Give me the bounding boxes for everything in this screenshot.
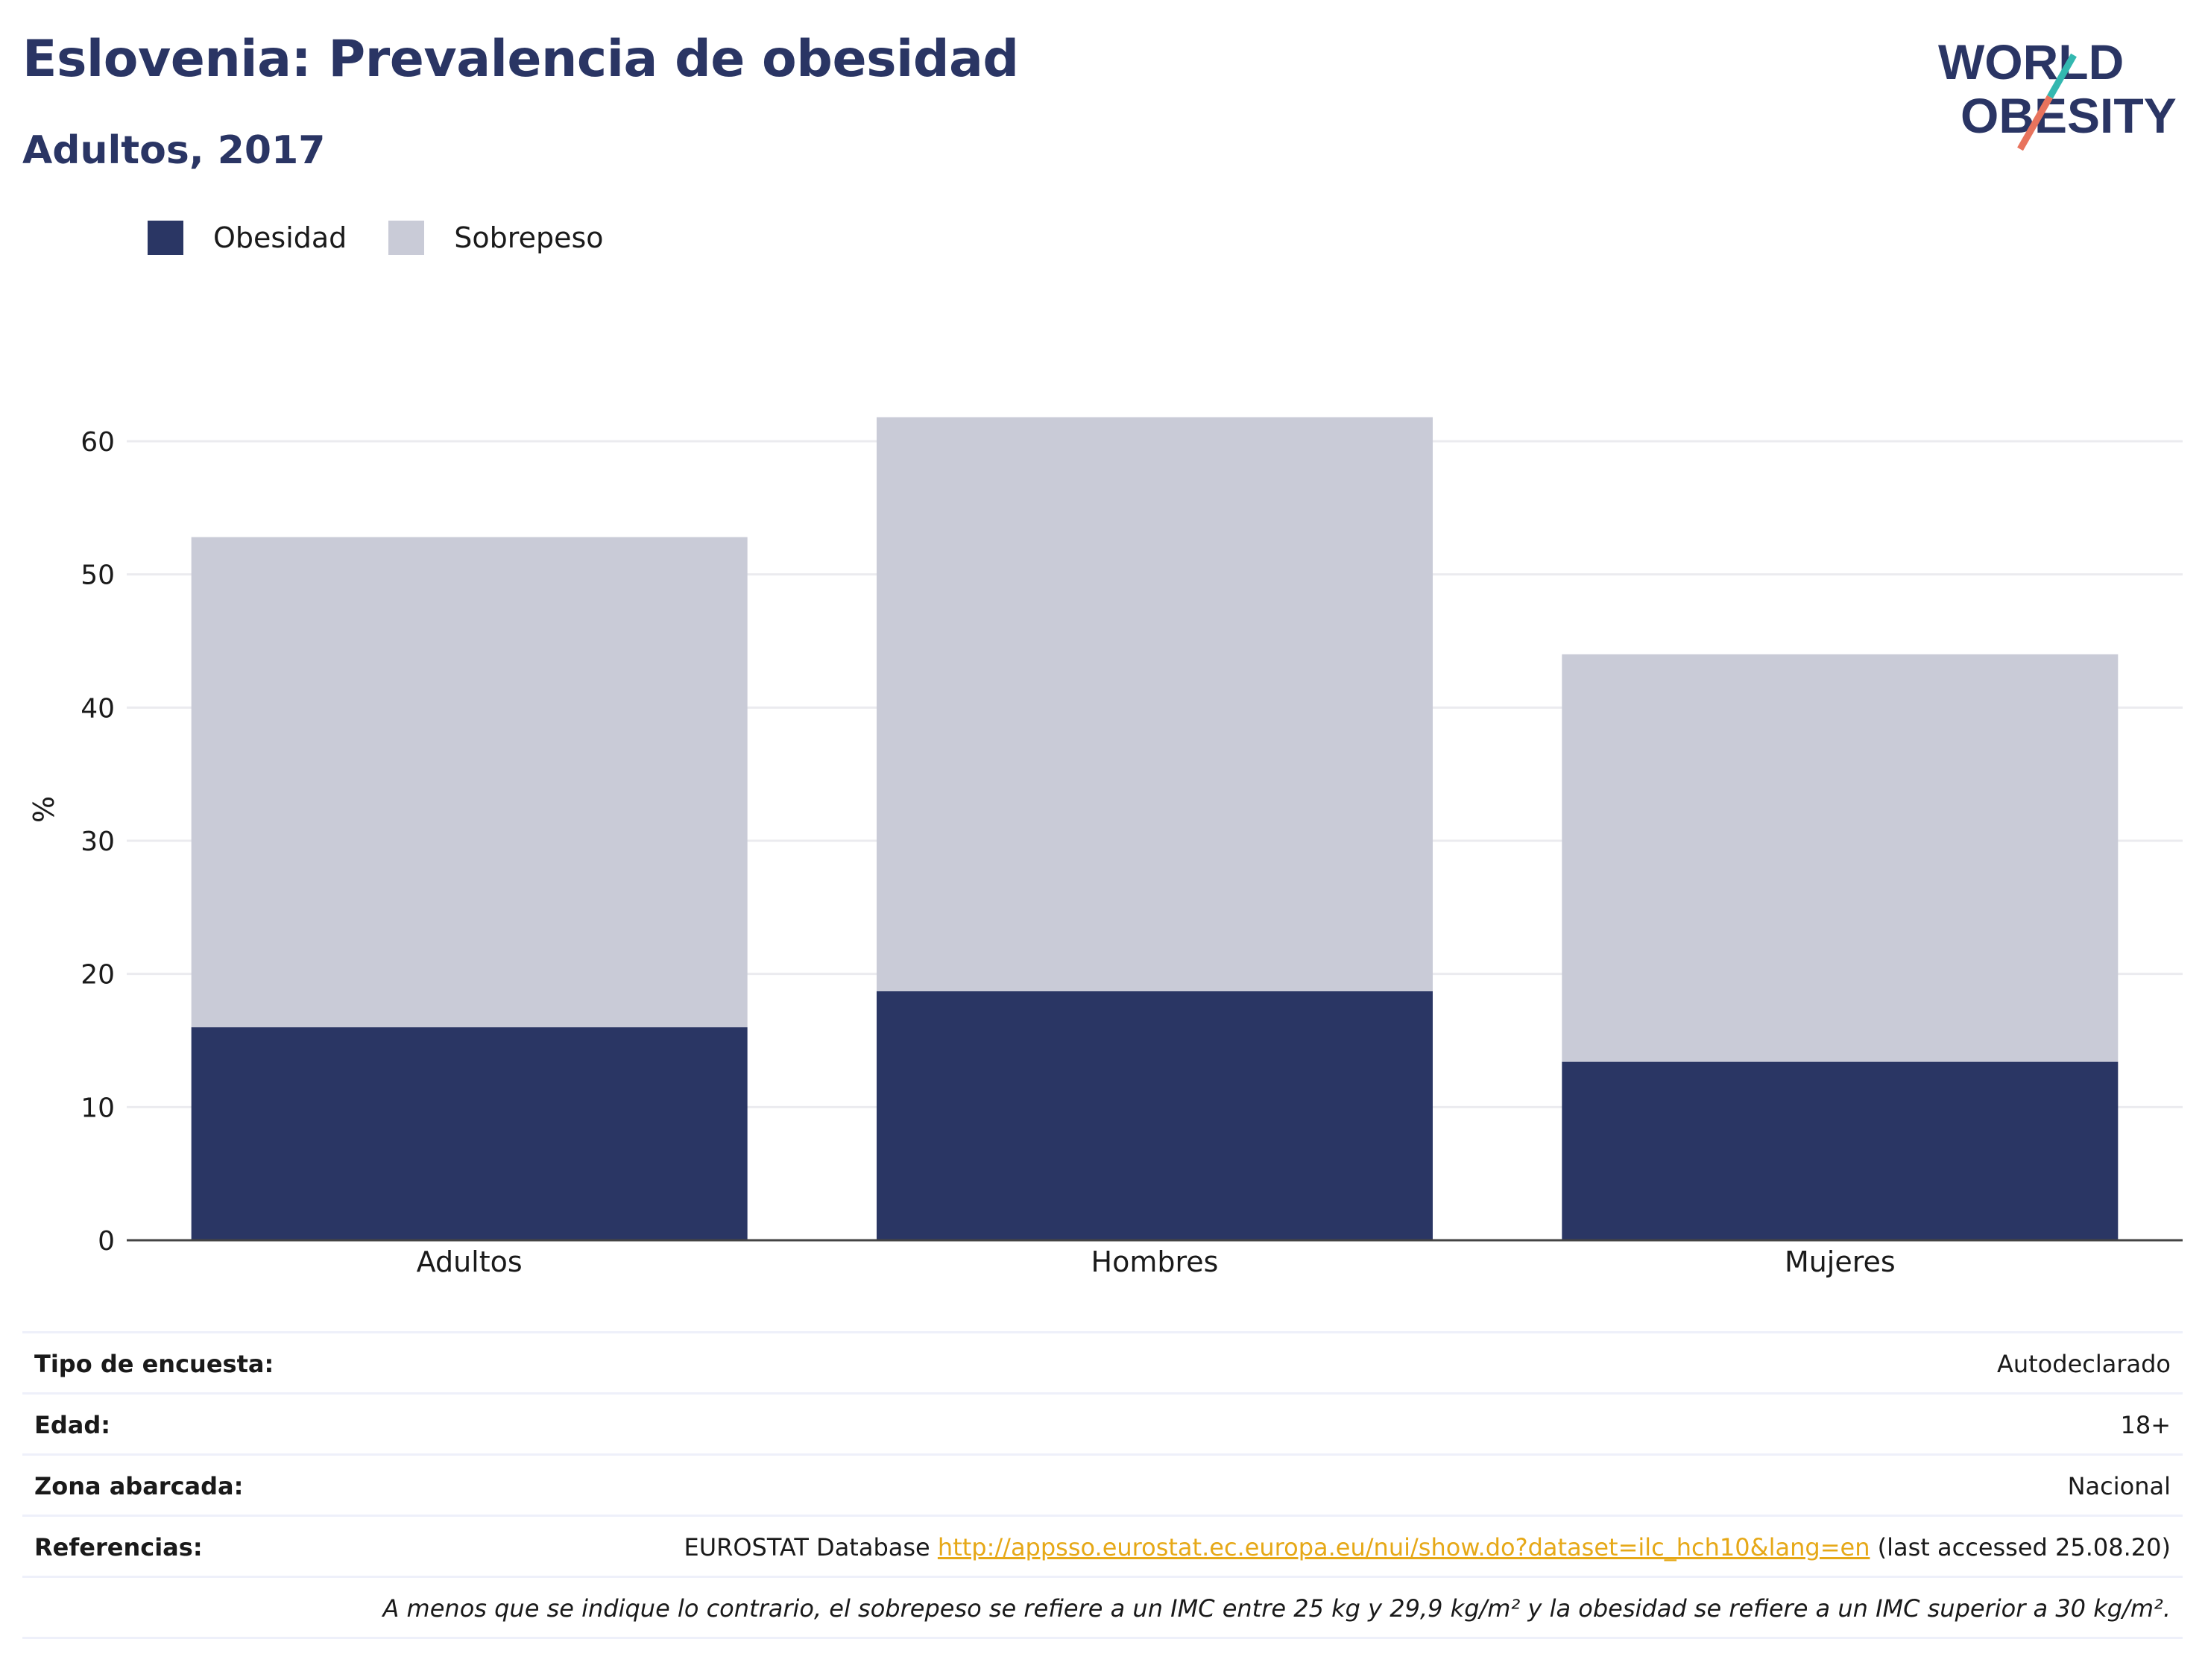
references-label: Referencias:: [34, 1533, 203, 1561]
info-table: Tipo de encuesta: Autodeclarado Edad: 18…: [22, 1331, 2183, 1639]
info-row-survey: Tipo de encuesta: Autodeclarado: [22, 1333, 2183, 1395]
page-subtitle: Adultos, 2017: [22, 128, 326, 173]
info-row-note: A menos que se indique lo contrario, el …: [22, 1578, 2183, 1639]
age-label: Edad:: [34, 1411, 111, 1439]
page-title: Eslovenia: Prevalencia de obesidad: [22, 30, 1019, 89]
references-prefix: EUROSTAT Database: [684, 1533, 930, 1561]
definition-note: A menos que se indique lo contrario, el …: [382, 1594, 2171, 1623]
bar-obesidad-mujeres: [1562, 1061, 2119, 1240]
y-axis-label: %: [28, 796, 60, 823]
bar-obesidad-hombres: [877, 991, 1433, 1240]
info-row-age: Edad: 18+: [22, 1395, 2183, 1456]
y-tick-label: 0: [98, 1226, 115, 1257]
age-value: 18+: [2120, 1411, 2171, 1439]
legend-label-obesidad: Obesidad: [213, 221, 347, 254]
area-label: Zona abarcada:: [34, 1472, 244, 1500]
info-row-area: Zona abarcada: Nacional: [22, 1456, 2183, 1517]
area-value: Nacional: [2067, 1472, 2171, 1500]
y-tick-label: 20: [81, 960, 115, 991]
svg-text:WORLD: WORLD: [1938, 34, 2124, 89]
y-tick-label: 10: [81, 1093, 115, 1123]
y-tick-label: 60: [81, 427, 115, 458]
world-obesity-logo: WORLD OBESITY: [1938, 34, 2177, 151]
legend-swatch-obesidad: [148, 221, 183, 255]
bar-obesidad-adultos: [191, 1027, 748, 1240]
x-tick-label: Adultos: [417, 1245, 523, 1278]
bar-chart: 0 10 20 30 40 50 60% Adultos Hombres Mujeres: [28, 417, 2183, 1278]
legend-item-sobrepeso: Sobrepeso: [388, 221, 604, 255]
legend-item-obesidad: Obesidad: [148, 221, 347, 255]
info-row-references: Referencias: EUROSTAT Database http://ap…: [22, 1517, 2183, 1578]
x-tick-label: Hombres: [1091, 1245, 1219, 1278]
references-link[interactable]: http://appsso.eurostat.ec.europa.eu/nui/…: [937, 1533, 1870, 1561]
legend-label-sobrepeso: Sobrepeso: [454, 221, 604, 254]
y-tick-label: 40: [81, 693, 115, 724]
legend-swatch-sobrepeso: [388, 221, 425, 255]
y-tick-label: 30: [81, 827, 115, 857]
chart-legend: Obesidad Sobrepeso: [148, 221, 646, 255]
y-tick-label: 50: [81, 560, 115, 591]
references-suffix: (last accessed 25.08.20): [1877, 1533, 2171, 1561]
survey-value: Autodeclarado: [1996, 1350, 2171, 1378]
bar-sobrepeso-hombres: [877, 417, 1433, 991]
svg-text:OBESITY: OBESITY: [1960, 88, 2177, 143]
bar-sobrepeso-adultos: [191, 537, 748, 1028]
references-value: EUROSTAT Database http://appsso.eurostat…: [684, 1533, 2171, 1561]
bar-sobrepeso-mujeres: [1562, 654, 2119, 1062]
survey-label: Tipo de encuesta:: [34, 1350, 274, 1378]
x-tick-label: Mujeres: [1785, 1245, 1896, 1278]
